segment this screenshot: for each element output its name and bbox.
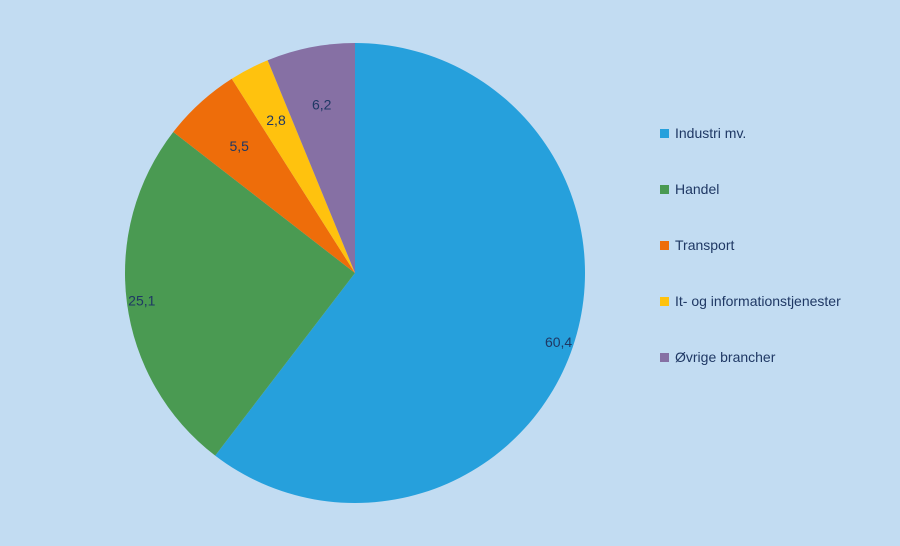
legend-swatch xyxy=(660,129,669,138)
pie-slice-handel xyxy=(124,132,355,456)
legend-swatch xyxy=(660,297,669,306)
data-label-handel: 25,1 xyxy=(128,293,155,309)
legend-item-oevrige: Øvrige brancher xyxy=(660,348,895,404)
legend-label: It- og informationstjenester xyxy=(675,293,841,309)
legend-swatch xyxy=(660,185,669,194)
legend-item-handel: Handel xyxy=(660,180,895,236)
legend-label: Øvrige brancher xyxy=(675,349,776,365)
legend-label: Handel xyxy=(675,181,720,197)
data-label-industri: 60,4 xyxy=(545,334,572,350)
legend: Industri mv. Handel Transport It- og inf… xyxy=(660,124,895,404)
legend-swatch xyxy=(660,353,669,362)
data-label-transport: 5,5 xyxy=(229,138,249,154)
pie-slice-it xyxy=(231,60,355,274)
legend-item-it: It- og informationstjenester xyxy=(660,292,895,348)
pie-slice-transport xyxy=(173,78,355,273)
legend-item-industri: Industri mv. xyxy=(660,124,895,180)
legend-label: Transport xyxy=(675,237,735,253)
data-label-oevrige: 6,2 xyxy=(312,96,332,112)
data-label-it: 2,8 xyxy=(266,112,286,128)
legend-swatch xyxy=(660,241,669,250)
legend-label: Industri mv. xyxy=(675,125,747,141)
pie-slice-oevrige xyxy=(267,43,355,273)
legend-item-transport: Transport xyxy=(660,236,895,292)
pie-slice-industri xyxy=(215,43,586,503)
